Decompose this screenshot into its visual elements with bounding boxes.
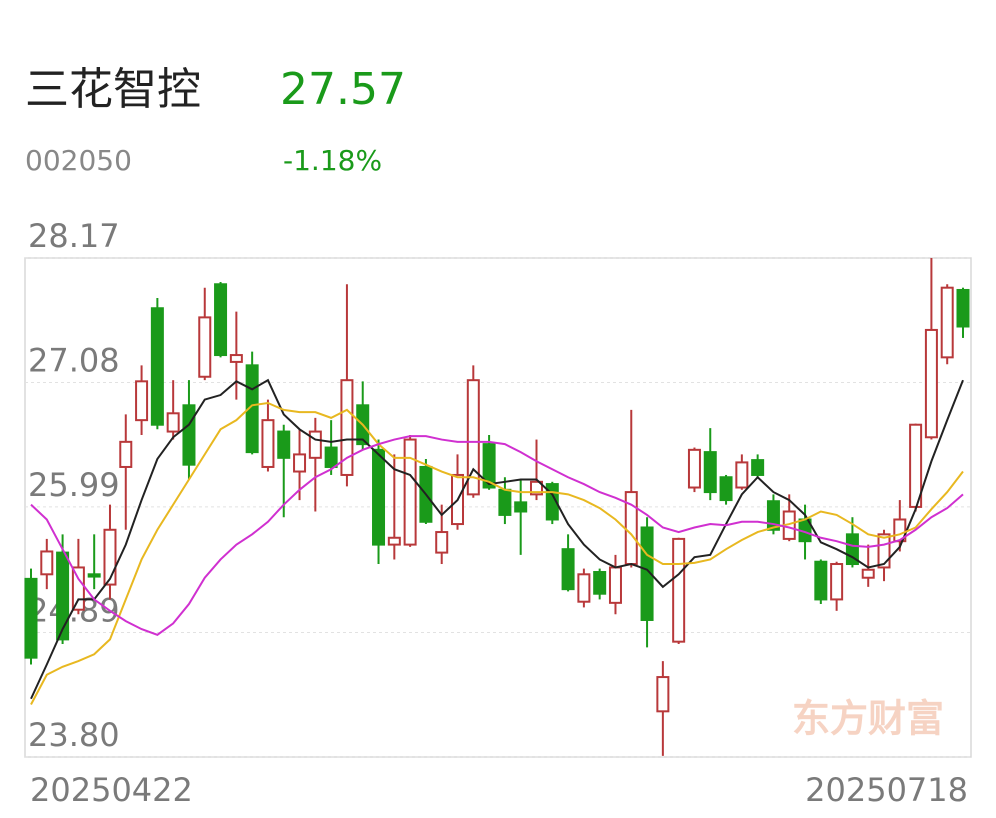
candle-body: [150, 307, 164, 426]
candle-body: [40, 550, 54, 576]
price-change: -1.18%: [283, 144, 382, 177]
candle-body: [245, 364, 259, 454]
stock-name: 三花智控: [25, 64, 201, 115]
candle-body: [861, 568, 875, 579]
candle-body: [577, 573, 591, 603]
candle-body: [277, 430, 291, 459]
candle-body: [324, 446, 338, 468]
candle-body: [672, 537, 686, 643]
candle-body: [56, 551, 70, 641]
candle-body: [940, 286, 954, 359]
stock-price: 27.57: [280, 64, 406, 115]
candle-body: [103, 528, 117, 586]
candle-body: [182, 404, 196, 466]
candle-body: [387, 536, 401, 546]
candle-body: [498, 488, 512, 516]
candle-body: [687, 448, 701, 489]
y-tick-label: 28.17: [28, 217, 120, 255]
candle-body: [308, 430, 322, 459]
candle-body: [87, 573, 101, 578]
moving-average-line: [30, 401, 964, 705]
candle-body: [71, 566, 85, 611]
x-tick-label: 20250422: [30, 771, 193, 809]
y-tick-label: 25.99: [28, 466, 120, 504]
candle-body: [703, 451, 717, 494]
candle-body: [845, 533, 859, 566]
candle-body: [545, 483, 559, 521]
moving-average-line: [30, 435, 964, 636]
candle-body: [529, 480, 543, 496]
candle-body: [751, 459, 765, 476]
candle-body: [640, 526, 654, 621]
candle-body: [403, 438, 417, 546]
candle-body: [719, 476, 733, 502]
candle-body: [877, 533, 891, 569]
chart-frame: [24, 257, 972, 758]
candle-body: [261, 419, 275, 468]
candle-body: [372, 448, 386, 546]
x-tick-label: 20250718: [805, 771, 968, 809]
stock-code: 002050: [25, 144, 132, 177]
candle-body: [956, 288, 970, 328]
candle-body: [656, 676, 670, 713]
watermark: 东方财富: [792, 696, 944, 741]
candle-body: [24, 577, 38, 659]
candle-body: [766, 500, 780, 531]
candle-body: [814, 560, 828, 601]
candle-body: [482, 443, 496, 489]
candle-body: [924, 328, 938, 439]
candle-body: [198, 316, 212, 378]
candle-body: [340, 379, 354, 476]
candle-body: [293, 453, 307, 473]
candle-body: [135, 380, 149, 422]
candle-body: [229, 354, 243, 363]
candle-body: [514, 501, 528, 513]
candle-body: [893, 518, 907, 543]
candle-body: [166, 412, 180, 433]
moving-average-line: [30, 378, 964, 700]
candle-body: [466, 379, 480, 496]
candle-body: [608, 566, 622, 604]
y-tick-label: 23.80: [28, 716, 120, 754]
y-tick-label: 27.08: [28, 341, 120, 379]
candle-body: [593, 571, 607, 595]
candle-body: [214, 283, 228, 357]
candle-body: [735, 461, 749, 489]
candle-body: [435, 531, 449, 554]
candle-body: [119, 440, 133, 468]
candle-body: [830, 563, 844, 601]
candle-body: [561, 548, 575, 591]
